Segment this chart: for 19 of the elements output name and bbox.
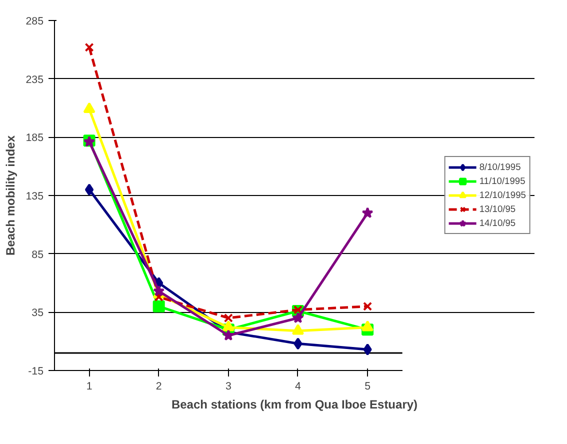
legend-label: 11/10/1995 xyxy=(479,175,526,188)
legend-label: 12/10/1995 xyxy=(479,189,526,202)
y-tick-label: 185 xyxy=(26,132,44,144)
y-tick-label: 285 xyxy=(26,16,44,28)
y-tick-label: -15 xyxy=(28,366,44,378)
y-tick-label: 35 xyxy=(32,307,44,320)
x-axis-title: Beach stations (km from Qua Iboe Estuary) xyxy=(171,398,418,412)
legend-label: 14/10/95 xyxy=(479,217,516,230)
x-tick-label: 3 xyxy=(225,380,232,392)
y-tick-label: 235 xyxy=(26,74,44,86)
x-tick-label: 2 xyxy=(156,380,162,392)
x-tick-label: 4 xyxy=(295,380,302,392)
y-axis-title: Beach mobility index xyxy=(4,135,18,256)
legend-label: 8/10/1995 xyxy=(479,161,521,174)
y-tick-label: 85 xyxy=(32,248,44,261)
x-tick-label: 5 xyxy=(364,380,371,392)
legend-label: 13/10/95 xyxy=(479,203,516,216)
y-tick-label: 135 xyxy=(26,190,44,202)
x-tick-label: 1 xyxy=(86,380,92,392)
